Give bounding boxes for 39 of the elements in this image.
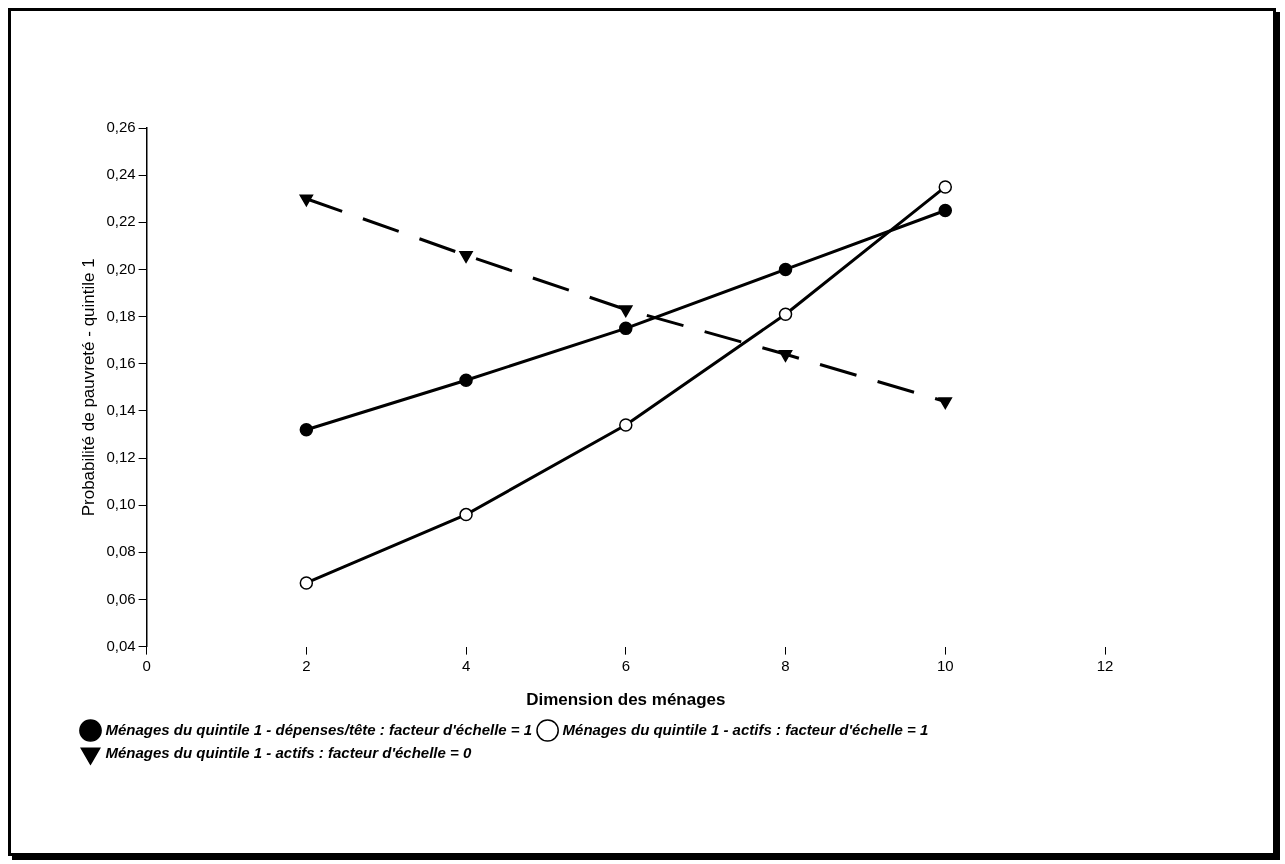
x-tick-label: 10 xyxy=(936,656,954,674)
x-tick-label: 4 xyxy=(461,656,471,674)
point xyxy=(459,507,473,522)
y-axis-title: Probabilité de pauvreté - quintile 1 xyxy=(78,258,98,517)
y-tick-label: 0,08 xyxy=(106,542,136,560)
y-tick-label: 0,04 xyxy=(106,636,136,654)
y-tick-label: 0,18 xyxy=(106,306,136,324)
point xyxy=(459,373,473,387)
y-tick-label: 0,14 xyxy=(106,401,136,419)
point xyxy=(778,262,793,277)
y-tick-label: 0,16 xyxy=(106,353,136,371)
legend-label: Ménages du quintile 1 - actifs : facteur d'échelle = 0 xyxy=(105,743,472,761)
point xyxy=(459,251,473,264)
point xyxy=(619,321,633,336)
point xyxy=(778,307,793,321)
point xyxy=(938,203,953,218)
point xyxy=(938,397,953,410)
legend-label: Ménages du quintile 1 - actifs : facteur d'échelle = 1 xyxy=(562,720,929,738)
x-tick-label: 12 xyxy=(1096,656,1114,674)
y-tick-label: 0,24 xyxy=(106,165,136,183)
point xyxy=(938,180,953,194)
y-tick-label: 0,22 xyxy=(106,212,136,230)
y-tick-label: 0,06 xyxy=(106,589,136,607)
x-tick-label: 8 xyxy=(781,656,790,674)
x-tick-label: 2 xyxy=(302,656,311,674)
y-tick-label: 0,26 xyxy=(106,118,136,136)
y-tick-label: 0,10 xyxy=(106,495,136,513)
point xyxy=(299,576,314,590)
point xyxy=(778,350,793,363)
x-tick-label: 0 xyxy=(142,656,151,674)
y-tick-label: 0,12 xyxy=(106,448,136,466)
x-axis-title: Dimension des ménages xyxy=(526,690,726,710)
point xyxy=(619,418,633,432)
point xyxy=(618,305,633,318)
y-tick-label: 0,20 xyxy=(106,259,136,277)
point xyxy=(299,422,314,437)
x-tick-label: 6 xyxy=(621,656,630,674)
legend-label: Ménages du quintile 1 - dépenses/tête : facteur d'échelle = 1 xyxy=(105,720,533,738)
point xyxy=(299,194,314,207)
